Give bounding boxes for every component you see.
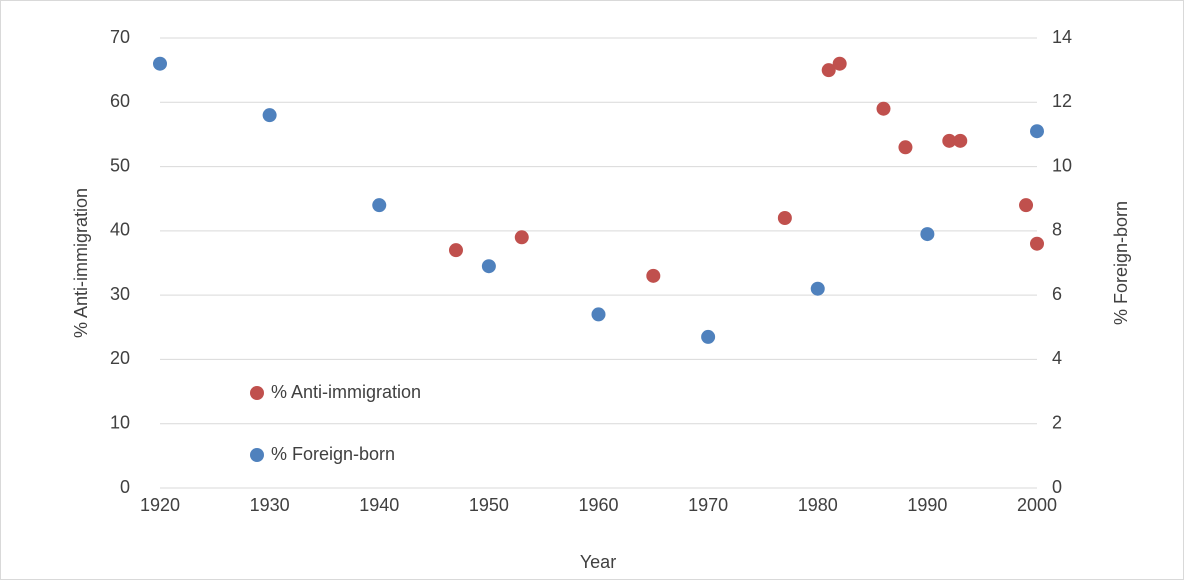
- legend-marker: [250, 386, 264, 400]
- point: [448, 243, 463, 258]
- x-tick-label: 1930: [250, 495, 290, 515]
- point: [810, 281, 825, 296]
- y2-tick-label: 0: [1052, 477, 1062, 497]
- point: [777, 211, 792, 225]
- y2-tick-label: 6: [1052, 284, 1062, 304]
- point: [942, 133, 957, 148]
- point: [646, 268, 661, 283]
- y2-axis-title: % Foreign-born: [1111, 201, 1131, 325]
- point: [898, 140, 913, 155]
- y2-tick-label: 10: [1052, 155, 1072, 175]
- point: [1030, 236, 1044, 251]
- x-tick-label: 1920: [140, 495, 180, 515]
- point: [153, 56, 167, 71]
- y2-tick-label: 8: [1052, 220, 1062, 240]
- legend-label: % Anti-immigration: [271, 382, 421, 402]
- y-tick-label: 10: [110, 412, 130, 432]
- legend-marker: [250, 448, 264, 462]
- point: [953, 133, 968, 148]
- y-tick-label: 20: [110, 348, 130, 368]
- x-tick-label: 2000: [1017, 495, 1057, 515]
- y2-tick-label: 4: [1052, 348, 1062, 368]
- point: [1019, 198, 1034, 213]
- y2-tick-label: 12: [1052, 91, 1072, 111]
- x-axis-title: Year: [580, 552, 616, 572]
- point: [591, 307, 606, 322]
- point: [832, 56, 847, 71]
- y-axis-title: % Anti-immigration: [71, 188, 91, 338]
- point: [481, 259, 496, 274]
- point: [372, 198, 387, 213]
- point: [1030, 124, 1044, 139]
- y-tick-label: 70: [110, 27, 130, 47]
- x-tick-label: 1950: [469, 495, 509, 515]
- x-tick-label: 1960: [578, 495, 618, 515]
- x-tick-label: 1980: [798, 495, 838, 515]
- point: [262, 108, 277, 123]
- y-tick-label: 60: [110, 91, 130, 111]
- y-tick-label: 30: [110, 284, 130, 304]
- y2-tick-label: 14: [1052, 27, 1072, 47]
- y-tick-label: 50: [110, 155, 130, 175]
- x-tick-label: 1970: [688, 495, 728, 515]
- y-tick-label: 0: [120, 477, 130, 497]
- x-tick-label: 1940: [359, 495, 399, 515]
- point: [821, 63, 836, 78]
- point: [920, 227, 935, 242]
- y-tick-label: 40: [110, 220, 130, 240]
- y2-tick-label: 2: [1052, 412, 1062, 432]
- point: [701, 329, 716, 344]
- point: [876, 101, 891, 116]
- point: [514, 230, 529, 245]
- legend-label: % Foreign-born: [271, 444, 395, 464]
- x-tick-label: 1990: [907, 495, 947, 515]
